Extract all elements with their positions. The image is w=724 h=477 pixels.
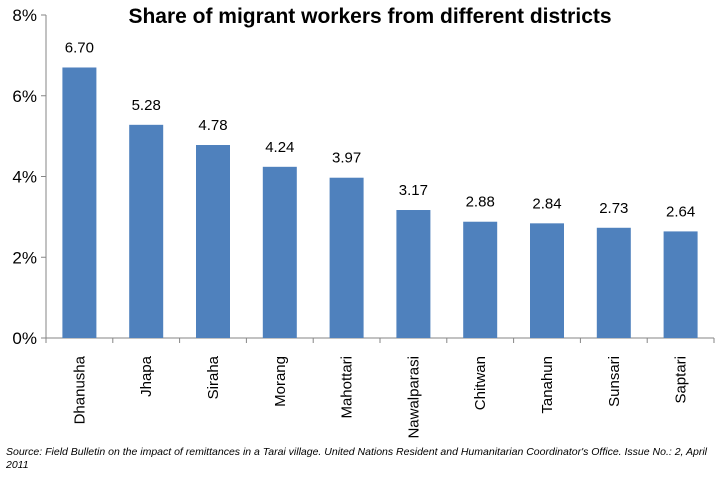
bar-nawalparasi xyxy=(396,210,431,338)
data-label: 5.28 xyxy=(132,97,161,114)
bar-tanahun xyxy=(530,223,564,338)
data-label: 4.24 xyxy=(265,139,294,156)
data-label: 2.88 xyxy=(466,194,495,211)
bar-dhanusha xyxy=(62,67,97,339)
chart-title: Share of migrant workers from different … xyxy=(128,5,611,28)
bar-siraha xyxy=(196,145,230,338)
bar-chart: Share of migrant workers from different … xyxy=(12,5,715,439)
y-tick-label: 0% xyxy=(12,329,37,348)
source-note: Source: Field Bulletin on the impact of … xyxy=(6,446,707,471)
bar-morang xyxy=(262,166,297,338)
bar-sunsari xyxy=(596,227,631,338)
data-label: 3.17 xyxy=(399,182,428,199)
x-tick-label: Dhanusha xyxy=(71,355,88,424)
data-label: 4.78 xyxy=(198,117,227,134)
y-tick-label: 8% xyxy=(12,6,37,25)
y-tick-label: 4% xyxy=(12,168,37,187)
data-label: 2.84 xyxy=(532,195,561,212)
x-tick-label: Chitwan xyxy=(472,356,489,410)
x-tick-label: Mahottari xyxy=(339,356,356,419)
data-label: 6.70 xyxy=(65,39,94,56)
y-tick-label: 6% xyxy=(12,87,37,106)
bar-mahottari xyxy=(329,177,364,338)
x-tick-label: Siraha xyxy=(205,355,222,399)
x-tick-label: Saptari xyxy=(673,356,690,404)
x-tick-label: Sunsari xyxy=(606,356,623,407)
bar-saptari xyxy=(663,231,698,338)
data-label: 2.64 xyxy=(666,203,695,220)
x-tick-label: Tanahun xyxy=(539,356,556,414)
data-label: 3.97 xyxy=(332,150,361,167)
bar-chitwan xyxy=(463,221,498,338)
x-tick-label: Jhapa xyxy=(138,355,155,397)
bars-group xyxy=(62,67,698,339)
x-tick-label: Morang xyxy=(272,356,289,407)
y-tick-label: 2% xyxy=(12,248,37,267)
x-tick-label: Nawalparasi xyxy=(405,356,422,439)
data-label: 2.73 xyxy=(599,200,628,217)
bar-jhapa xyxy=(129,124,164,338)
x-tick-labels-group: Dhanusha Jhapa Siraha Morang Mahottari Nawalp… xyxy=(71,355,689,438)
data-labels-group: 6.70 5.28 4.78 4.24 3.97 3.17 2.88 2.84 2.73 2.64 xyxy=(65,39,695,220)
